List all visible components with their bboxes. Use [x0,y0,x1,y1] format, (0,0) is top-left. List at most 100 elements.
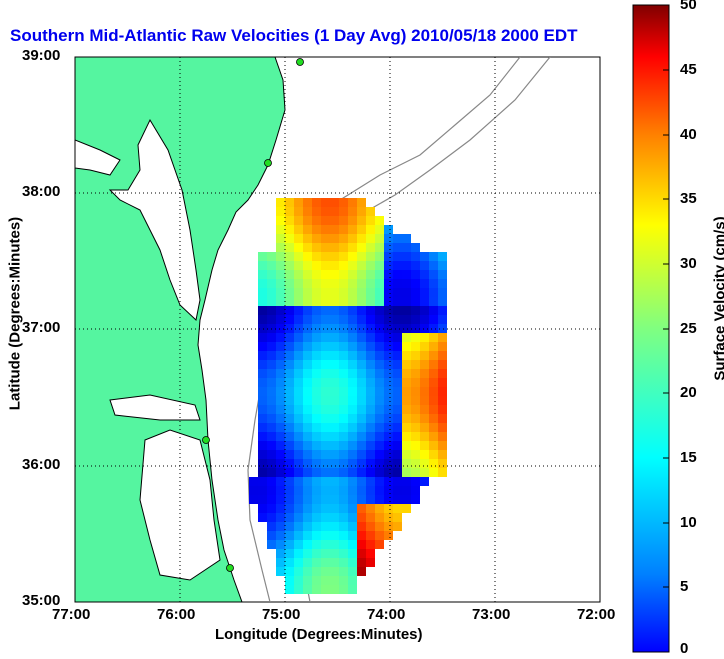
velocity-cell [321,279,330,288]
velocity-cell [438,387,447,396]
velocity-cell [420,405,429,414]
velocity-cell [294,486,303,495]
velocity-cell [258,405,267,414]
y-axis-label: Latitude (Degrees:Minutes) [6,216,24,411]
velocity-cell [276,360,285,369]
velocity-cell [312,198,321,207]
velocity-cell [357,540,366,549]
velocity-cell [294,378,303,387]
velocity-cell [303,531,312,540]
velocity-cell [393,351,402,360]
velocity-cell [339,360,348,369]
velocity-cell [420,414,429,423]
velocity-cell [384,378,393,387]
velocity-cell [312,207,321,216]
velocity-cell [384,522,393,531]
velocity-cell [339,369,348,378]
velocity-cell [384,324,393,333]
velocity-cell [267,441,276,450]
velocity-cell [366,522,375,531]
velocity-cell [411,351,420,360]
velocity-cell [330,423,339,432]
velocity-cell [330,585,339,594]
velocity-cell [267,378,276,387]
velocity-cell [348,558,357,567]
velocity-cell [276,495,285,504]
velocity-cell [357,288,366,297]
velocity-cell [348,567,357,576]
velocity-cell [285,513,294,522]
velocity-cell [429,360,438,369]
velocity-cell [303,351,312,360]
velocity-cell [438,342,447,351]
velocity-cell [420,261,429,270]
velocity-cell [321,468,330,477]
velocity-cell [429,315,438,324]
velocity-cell [303,405,312,414]
velocity-cell [258,261,267,270]
velocity-cell [312,315,321,324]
colorbar-tick-label: 45 [680,61,697,78]
velocity-cell [348,522,357,531]
velocity-cell [402,423,411,432]
velocity-cell [366,243,375,252]
velocity-cell [375,369,384,378]
velocity-cell [303,198,312,207]
velocity-cell [384,225,393,234]
velocity-cell [348,315,357,324]
velocity-cell [285,432,294,441]
lon-tick: 74:00 [367,606,406,623]
velocity-cell [267,351,276,360]
velocity-cell [294,369,303,378]
velocity-cell [321,495,330,504]
velocity-cell [312,423,321,432]
velocity-cell [321,504,330,513]
velocity-cell [303,360,312,369]
velocity-cell [339,225,348,234]
velocity-cell [312,414,321,423]
velocity-cell [429,279,438,288]
velocity-cell [330,441,339,450]
velocity-cell [384,279,393,288]
velocity-cell [366,378,375,387]
velocity-cell [384,369,393,378]
velocity-cell [393,369,402,378]
velocity-cell [375,297,384,306]
velocity-cell [420,324,429,333]
velocity-cell [339,351,348,360]
velocity-cell [429,405,438,414]
albemarle-sound [109,394,201,421]
velocity-cell [285,216,294,225]
velocity-cell [420,279,429,288]
velocity-cell [357,459,366,468]
velocity-cell [330,207,339,216]
velocity-cell [339,423,348,432]
velocity-cell [258,477,267,486]
velocity-cell [339,207,348,216]
velocity-cell [294,342,303,351]
velocity-cell [294,396,303,405]
velocity-cell [411,243,420,252]
velocity-cell [384,513,393,522]
velocity-cell [366,288,375,297]
velocity-cell [357,333,366,342]
velocity-cell [330,243,339,252]
velocity-cell [321,549,330,558]
velocity-cell [258,351,267,360]
velocity-cell [330,351,339,360]
velocity-cell [393,360,402,369]
velocity-cell [285,549,294,558]
velocity-cell [357,549,366,558]
velocity-cell [276,369,285,378]
velocity-cell [258,333,267,342]
velocity-cell [330,198,339,207]
velocity-cell [312,360,321,369]
velocity-cell [366,459,375,468]
velocity-cell [348,198,357,207]
velocity-cell [411,342,420,351]
velocity-cell [339,567,348,576]
velocity-cell [366,513,375,522]
velocity-cell [294,315,303,324]
velocity-cell [303,306,312,315]
velocity-cell [357,522,366,531]
